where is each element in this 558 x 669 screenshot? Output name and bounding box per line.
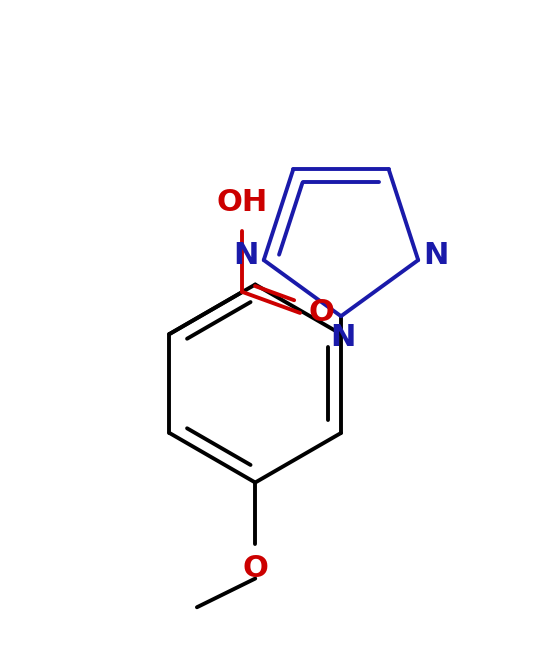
Text: N: N: [424, 241, 449, 270]
Text: N: N: [330, 324, 355, 353]
Text: OH: OH: [217, 189, 268, 217]
Text: O: O: [309, 298, 335, 327]
Text: O: O: [242, 554, 268, 583]
Text: N: N: [233, 241, 259, 270]
